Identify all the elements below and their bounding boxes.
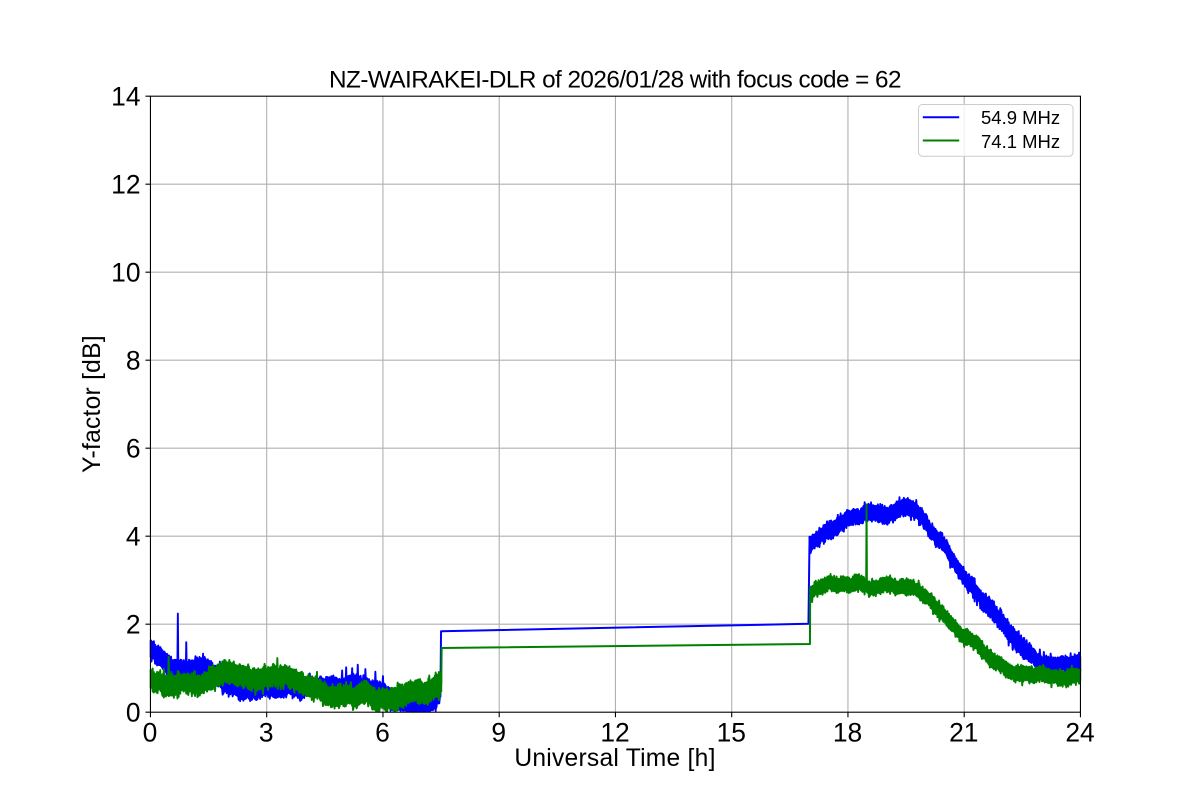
svg-text:6: 6 <box>375 717 390 747</box>
svg-text:15: 15 <box>717 717 746 747</box>
svg-text:9: 9 <box>491 717 506 747</box>
svg-text:Universal Time [h]: Universal Time [h] <box>514 745 715 772</box>
svg-text:14: 14 <box>111 82 140 112</box>
svg-text:12: 12 <box>111 170 140 200</box>
svg-text:3: 3 <box>259 717 274 747</box>
svg-text:10: 10 <box>111 258 140 288</box>
svg-text:6: 6 <box>126 434 141 464</box>
svg-text:24: 24 <box>1065 717 1094 747</box>
svg-text:54.9 MHz: 54.9 MHz <box>981 107 1060 128</box>
svg-text:NZ-WAIRAKEI-DLR of 2026/01/28: NZ-WAIRAKEI-DLR of 2026/01/28 with focus… <box>329 67 901 94</box>
svg-text:2: 2 <box>126 610 141 640</box>
svg-text:12: 12 <box>600 717 629 747</box>
svg-text:8: 8 <box>126 346 141 376</box>
svg-text:18: 18 <box>833 717 862 747</box>
svg-text:21: 21 <box>949 717 978 747</box>
svg-text:0: 0 <box>126 698 141 728</box>
svg-text:Y-factor [dB]: Y-factor [dB] <box>79 335 106 473</box>
svg-text:0: 0 <box>143 717 158 747</box>
svg-text:4: 4 <box>126 522 141 552</box>
svg-text:74.1 MHz: 74.1 MHz <box>981 131 1060 152</box>
